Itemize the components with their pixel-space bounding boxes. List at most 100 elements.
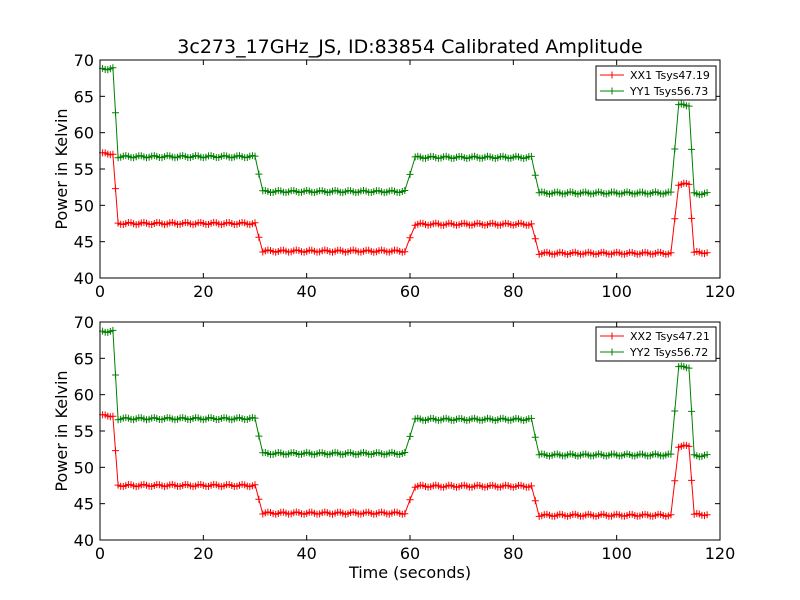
data-point [406, 496, 414, 504]
series-line-xx1 [102, 152, 708, 256]
data-point [531, 433, 539, 441]
x-tick-label: 20 [193, 282, 213, 301]
x-tick-label: 80 [503, 544, 523, 563]
data-point [255, 432, 263, 440]
x-tick-label: 0 [95, 282, 105, 301]
x-tick-label: 60 [400, 544, 420, 563]
data-point [688, 214, 696, 222]
data-point [531, 235, 539, 243]
data-point [109, 412, 117, 420]
y-tick-label: 55 [74, 160, 94, 179]
y-tick-label: 60 [74, 124, 94, 143]
data-point [688, 407, 696, 415]
data-point [112, 371, 119, 379]
legend-box [595, 326, 717, 362]
data-point [112, 447, 119, 455]
data-point [671, 407, 679, 415]
data-point [527, 414, 535, 422]
x-tick-label: 120 [705, 282, 736, 301]
bottom-plot-panel: 0 20 40 60 80 100 120 40 45 50 55 60 65 70 Power in Ke… [52, 313, 735, 563]
data-point [531, 497, 539, 505]
data-point [406, 432, 414, 440]
legend-entry-label: XX1 Tsys47.19 [630, 69, 710, 82]
data-point [251, 152, 259, 160]
data-point [703, 451, 711, 459]
y-tick-label: 40 [74, 531, 94, 550]
data-point [255, 495, 263, 503]
data-point [527, 220, 535, 228]
y-tick-label: 60 [74, 386, 94, 405]
legend-swatch-marker [608, 332, 616, 340]
y-tick-label: 45 [74, 233, 94, 252]
data-point [671, 215, 679, 223]
data-point [688, 476, 696, 484]
data-point [688, 145, 696, 153]
series-markers-xx2 [99, 411, 711, 520]
data-point [527, 482, 535, 490]
legend: XX2 Tsys47.21 YY2 Tsys56.72 [595, 326, 717, 362]
x-tick-label: 120 [705, 544, 736, 563]
series-markers-xx1 [99, 149, 711, 258]
y-tick-label: 55 [74, 422, 94, 441]
legend: XX1 Tsys47.19 YY1 Tsys56.73 [595, 65, 717, 101]
x-tick-label: 20 [193, 544, 213, 563]
data-point [255, 233, 263, 241]
legend-swatch-marker [608, 87, 616, 95]
y-tick-label: 70 [74, 51, 94, 70]
chart-title: 3c273_17GHz_JS, ID:83854 Calibrated Ampl… [177, 36, 642, 58]
series-line-xx2 [102, 414, 708, 518]
y-axis-label: Power in Kelvin [52, 370, 71, 491]
data-point [685, 180, 693, 188]
legend-entry-label: YY1 Tsys56.73 [629, 85, 708, 98]
data-point [531, 171, 539, 179]
data-point [401, 449, 409, 456]
data-point [527, 152, 535, 160]
y-tick-label: 70 [74, 313, 94, 332]
data-point [112, 185, 119, 193]
x-tick-label: 40 [296, 282, 316, 301]
data-point [109, 150, 117, 158]
data-point [671, 145, 679, 153]
data-point [251, 219, 259, 227]
data-point [112, 109, 119, 117]
data-point [703, 511, 711, 519]
data-point [406, 170, 414, 178]
x-tick-label: 100 [601, 544, 632, 563]
data-point [401, 510, 409, 518]
legend-swatch-marker [608, 348, 616, 356]
legend-entry-label: XX2 Tsys47.21 [630, 330, 710, 343]
data-point [667, 450, 675, 458]
x-tick-label: 0 [95, 544, 105, 563]
series-markers-yy2 [99, 326, 711, 461]
x-tick-label: 60 [400, 282, 420, 301]
y-tick-label: 65 [74, 87, 94, 106]
data-point [667, 188, 675, 196]
data-point [671, 477, 679, 485]
data-point [251, 481, 259, 489]
y-axis-label: Power in Kelvin [52, 108, 71, 229]
data-point [406, 234, 414, 242]
legend-box [595, 65, 717, 101]
y-tick-label: 50 [74, 458, 94, 477]
y-tick-label: 45 [74, 495, 94, 514]
data-point [667, 511, 675, 519]
x-axis-label: Time (seconds) [348, 563, 471, 582]
y-tick-label: 40 [74, 269, 94, 288]
data-point [685, 102, 693, 110]
series-markers-yy1 [99, 64, 711, 199]
legend-swatch-marker [608, 71, 616, 79]
y-tick-label: 65 [74, 349, 94, 368]
data-point [667, 249, 675, 257]
data-point [703, 189, 711, 197]
x-tick-label: 100 [601, 282, 632, 301]
data-point [251, 414, 259, 422]
y-tick-label: 50 [74, 196, 94, 215]
data-point [109, 64, 117, 72]
data-point [685, 364, 693, 372]
data-point [685, 442, 693, 450]
data-point [703, 249, 711, 257]
data-point [255, 170, 263, 178]
data-point [401, 248, 409, 256]
legend-entry-label: YY2 Tsys56.72 [629, 346, 708, 359]
